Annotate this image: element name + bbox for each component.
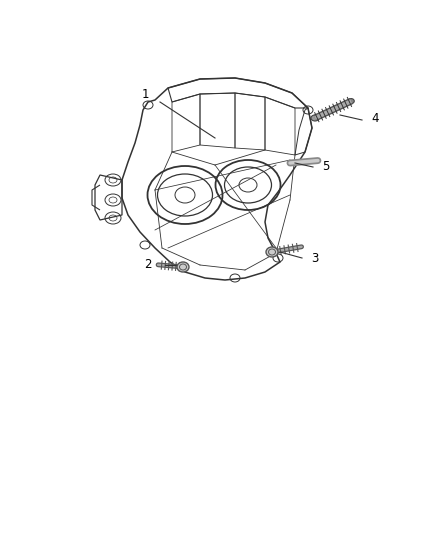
Text: 4: 4 xyxy=(371,111,379,125)
Text: 2: 2 xyxy=(144,257,152,271)
Ellipse shape xyxy=(311,115,319,121)
Text: 1: 1 xyxy=(141,88,149,101)
Ellipse shape xyxy=(348,99,354,103)
Ellipse shape xyxy=(266,247,278,257)
Text: 5: 5 xyxy=(322,160,330,174)
Ellipse shape xyxy=(177,262,189,272)
Text: 3: 3 xyxy=(311,252,319,264)
